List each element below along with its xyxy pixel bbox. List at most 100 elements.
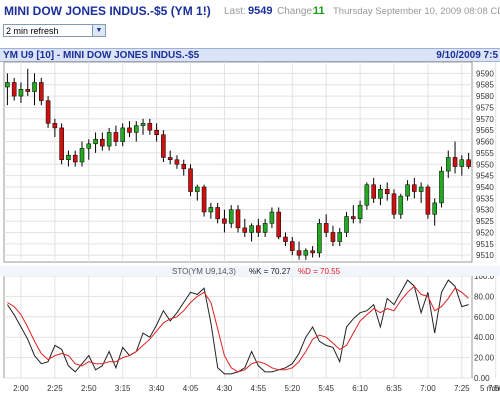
candle-up — [459, 159, 465, 167]
candle-up — [445, 157, 451, 172]
stochastic-ytick-label: 80.00 — [474, 292, 495, 301]
stochastic-k-label: %K = 70.27 — [249, 267, 291, 276]
change-value: 11 — [313, 5, 325, 17]
header-bar: MINI DOW JONES INDUS.-$5 (YM 1!) Last: 9… — [0, 0, 500, 24]
stochastic-d-label: %D = 70.55 — [298, 267, 341, 276]
candle-down — [310, 250, 315, 254]
stochastic-d-line — [7, 285, 469, 373]
price-ytick-label: 9580 — [476, 92, 494, 101]
candle-up — [439, 170, 444, 204]
chevron-down-icon[interactable]: ▼ — [92, 25, 105, 36]
candle-up — [405, 184, 410, 197]
price-ytick-label: 9515 — [476, 240, 494, 249]
candle-down — [11, 82, 17, 97]
xtick-label: 6:35 — [386, 384, 402, 393]
price-ytick-label: 9525 — [476, 217, 494, 226]
candle-down — [188, 168, 193, 192]
candle-down — [412, 184, 417, 192]
candle-down — [351, 216, 356, 220]
price-ytick-label: 9555 — [476, 149, 494, 158]
stochastic-ytick-label: 0.00 — [474, 374, 490, 383]
candle-up — [378, 189, 383, 199]
candle-down — [154, 129, 159, 135]
candle-down — [330, 232, 336, 242]
price-ytick-label: 9545 — [476, 172, 494, 181]
candle-down — [161, 134, 166, 158]
xtick-label: 4:05 — [183, 384, 199, 393]
xtick-label: 3:15 — [115, 384, 131, 393]
xtick-label: 6:10 — [352, 384, 368, 393]
xtick-label: 3:40 — [149, 384, 165, 393]
xtick-label: 7:50 — [488, 384, 500, 393]
refresh-selected-value: 2 min refresh — [6, 26, 59, 36]
price-ytick-label: 9535 — [476, 194, 494, 203]
candle-down — [45, 100, 51, 124]
candle-down — [201, 186, 207, 213]
candle-down — [391, 193, 397, 215]
stochastic-ytick-label: 60.00 — [474, 313, 495, 322]
candle-down — [147, 123, 153, 131]
price-ytick-label: 9570 — [476, 115, 494, 124]
candle-down — [384, 189, 390, 195]
last-value: 9549 — [248, 5, 273, 17]
price-ytick-label: 9540 — [476, 183, 494, 192]
candle-down — [222, 218, 227, 224]
price-ytick-label: 9585 — [476, 81, 494, 90]
candle-down — [256, 225, 261, 233]
candle-up — [337, 232, 343, 242]
candle-down — [215, 207, 220, 220]
candle-down — [59, 127, 64, 160]
candle-up — [418, 186, 424, 192]
candle-up — [5, 82, 10, 88]
xtick-label: 5:20 — [284, 384, 300, 393]
candle-up — [249, 225, 254, 233]
candle-down — [174, 159, 180, 165]
xtick-label: 7:00 — [420, 384, 436, 393]
price-ytick-label: 9575 — [476, 103, 494, 112]
candle-up — [262, 223, 268, 233]
candle-down — [72, 154, 78, 163]
candle-up — [86, 143, 92, 149]
price-ytick-label: 9565 — [476, 126, 494, 135]
candle-up — [208, 207, 214, 213]
candle-up — [106, 132, 112, 147]
candle-down — [323, 223, 329, 233]
candle-up — [120, 127, 125, 142]
candle-down — [127, 127, 132, 133]
candle-down — [52, 123, 58, 129]
candle-up — [140, 123, 146, 126]
candle-down — [289, 241, 295, 251]
candle-down — [452, 157, 458, 167]
candle-down — [466, 159, 471, 167]
x-unit-label: 5 min — [480, 384, 500, 393]
candle-up — [344, 216, 349, 233]
stochastic-ytick-label: 100.0 — [474, 272, 495, 281]
refresh-select[interactable]: 2 min refresh ▼ — [3, 24, 106, 37]
chart-header-date: 9/10/2009 7:5 — [436, 50, 498, 61]
candle-up — [269, 211, 275, 224]
candle-down — [181, 164, 187, 170]
candle-up — [432, 202, 437, 215]
candle-up — [18, 89, 24, 97]
symbol-title: MINI DOW JONES INDUS.-$5 (YM 1!) — [4, 4, 211, 18]
candle-up — [317, 223, 322, 254]
candle-down — [276, 211, 281, 238]
candle-down — [283, 236, 288, 242]
xtick-label: 2:50 — [81, 384, 97, 393]
stochastic-header-strip — [0, 266, 500, 276]
price-ytick-label: 9520 — [476, 228, 494, 237]
candle-up — [93, 139, 98, 145]
candle-up — [357, 204, 363, 220]
chart-header-title: YM U9 [10] - MINI DOW JONES INDUS.-$5 — [3, 50, 200, 61]
stochastic-title: STO(YM U9,14,3) — [172, 267, 236, 276]
candle-up — [195, 186, 200, 192]
candle-down — [425, 186, 431, 215]
xtick-label: 4:55 — [251, 384, 267, 393]
price-ytick-label: 9560 — [476, 138, 494, 147]
candle-down — [242, 227, 248, 233]
candle-up — [133, 125, 139, 133]
candle-down — [371, 184, 376, 199]
candle-down — [296, 250, 302, 256]
candle-down — [39, 82, 44, 101]
